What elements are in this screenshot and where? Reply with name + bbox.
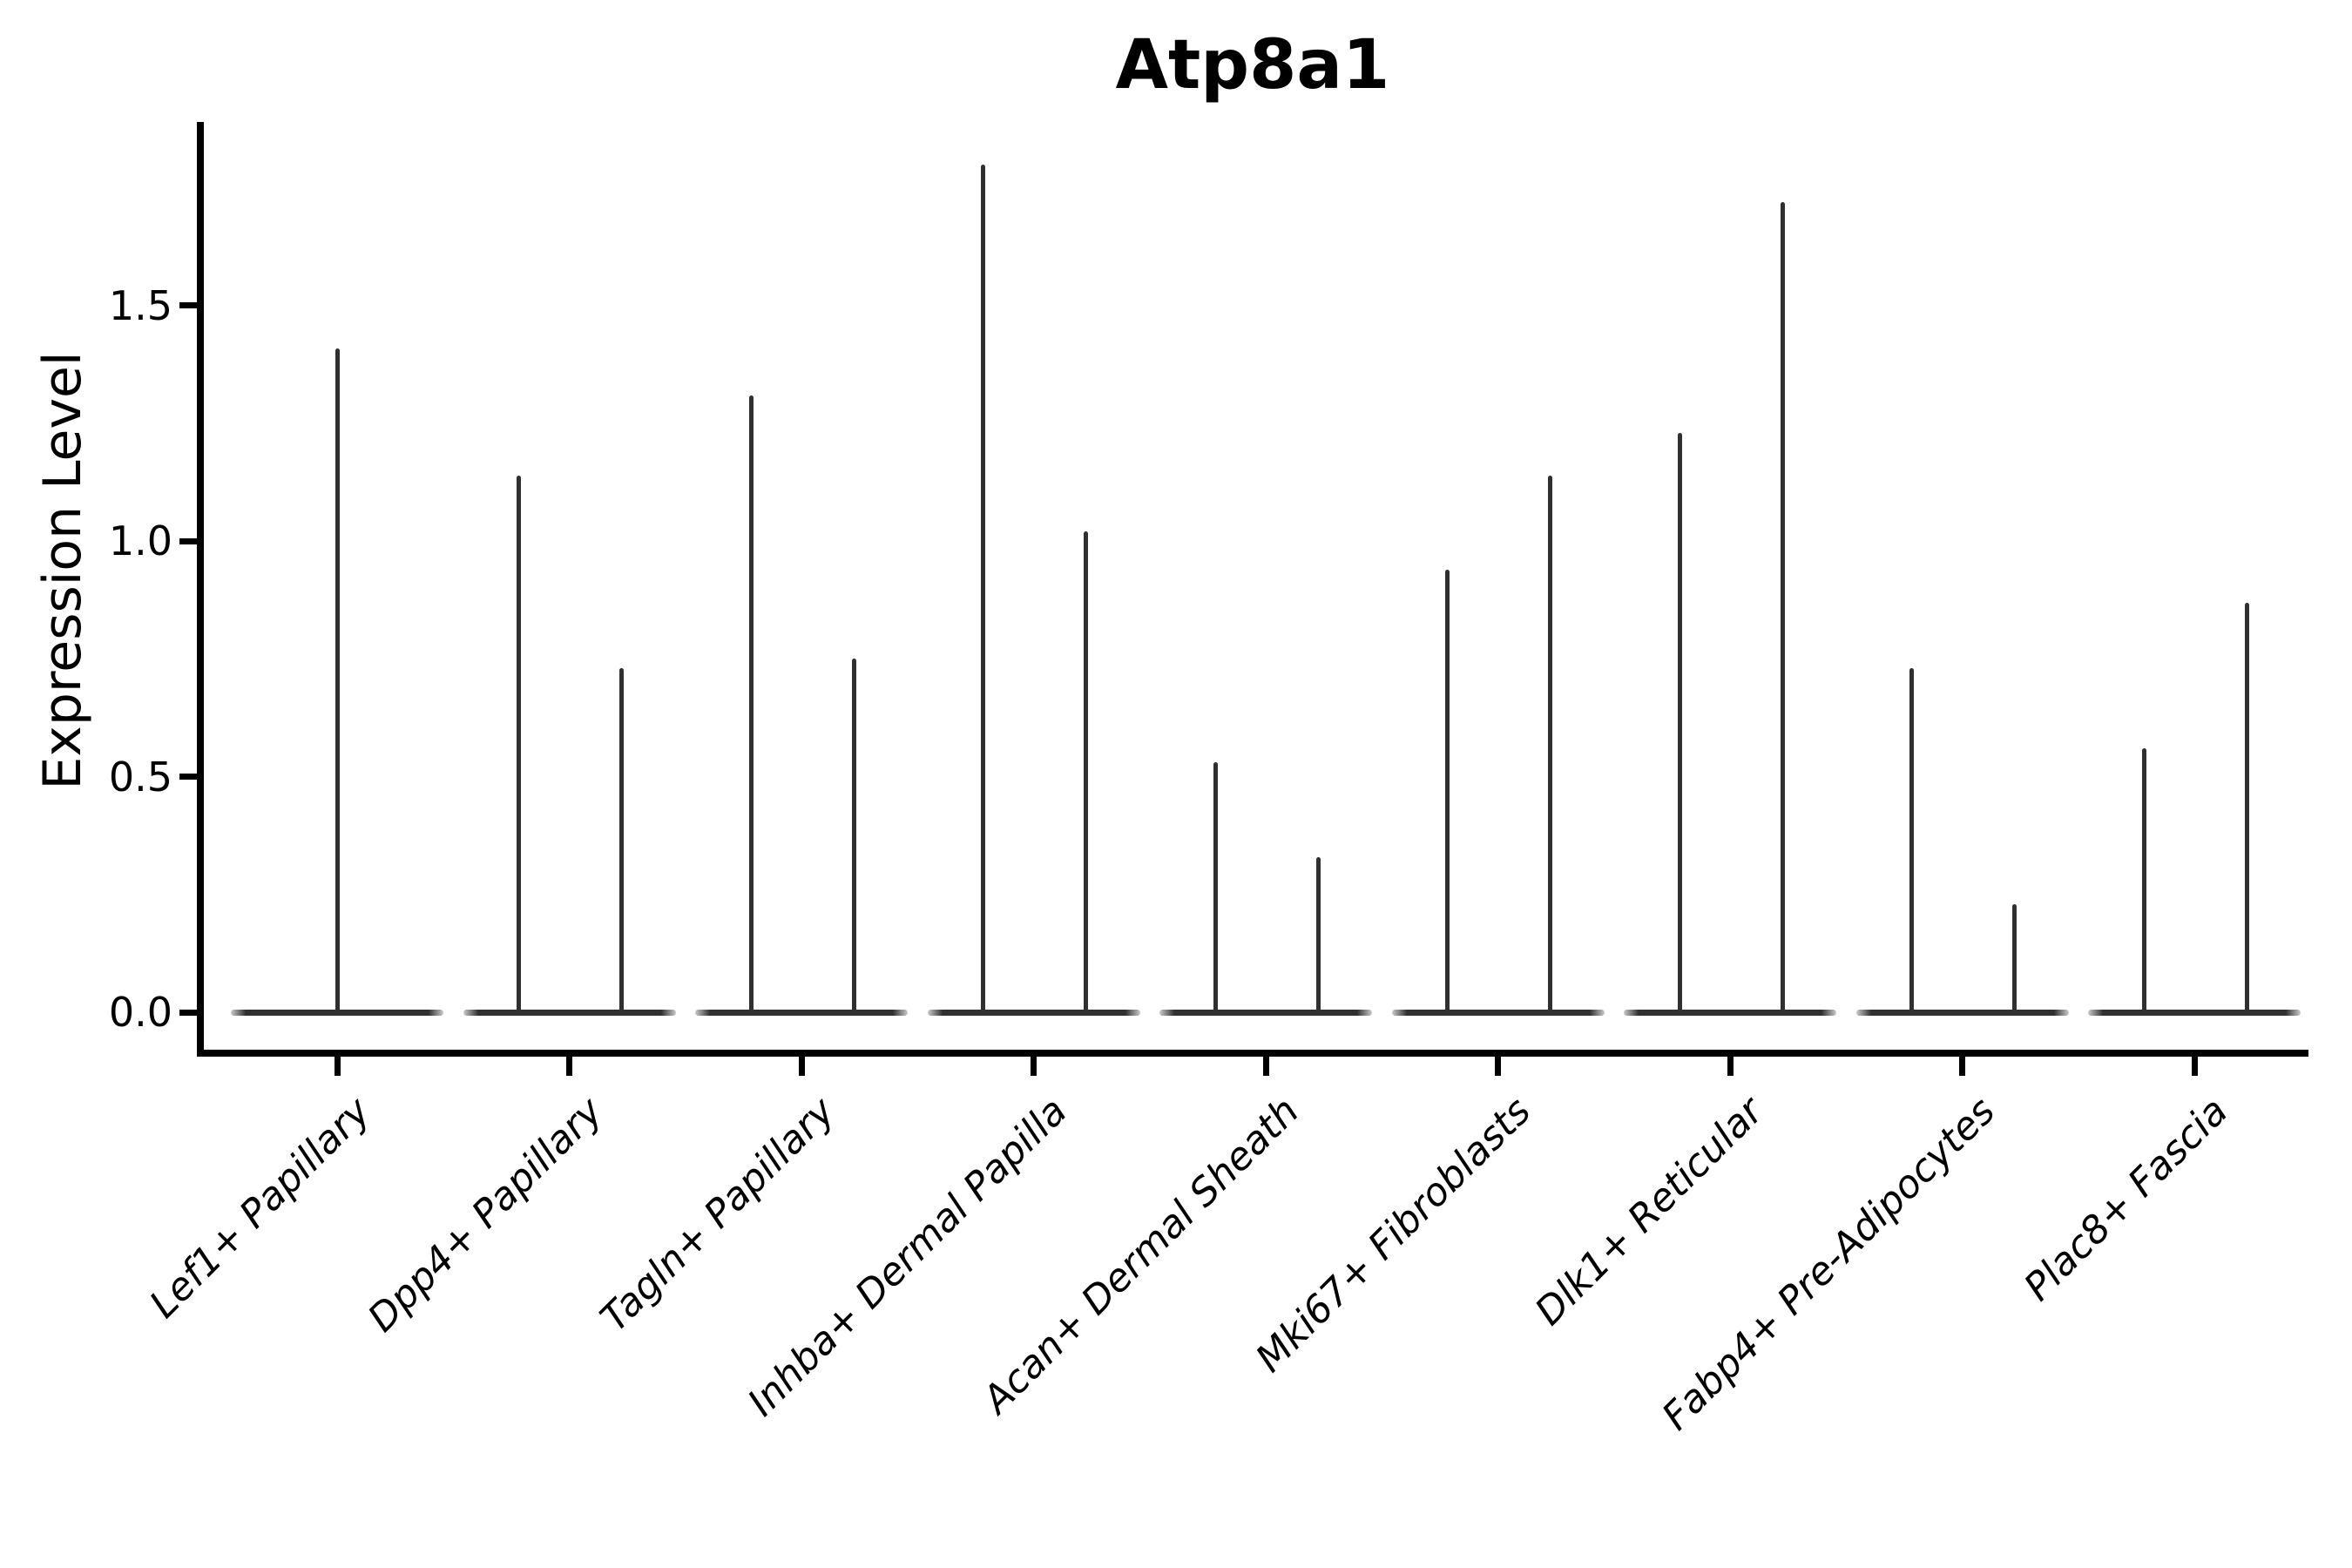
x-tick-mark [1031,1057,1037,1076]
violin-spike [1315,856,1321,1012]
violin-spike [1677,432,1682,1012]
x-tick-mark [1727,1057,1734,1076]
y-axis-spine [197,122,204,1057]
violin-spike [1909,668,1914,1012]
violin-spike [2141,748,2146,1012]
x-tick-mark [798,1057,805,1076]
violin-base [1159,1009,1372,1016]
violin-base [2088,1009,2301,1016]
plot-title: Atp8a1 [1115,26,1390,105]
y-tick-mark [179,302,200,309]
violin-base [1855,1009,2069,1016]
y-tick-label: 1.0 [108,517,172,565]
violin-spike [1548,475,1552,1012]
violin-spike [2244,602,2249,1012]
y-tick-label: 0.5 [108,753,172,801]
x-tick-label: Dpp4+ Papillary [359,1089,612,1342]
x-tick-label: Tagln+ Papillary [591,1089,844,1341]
violin-spike [335,348,340,1012]
y-tick-mark [179,774,200,781]
y-tick-label: 1.5 [108,281,172,329]
violin-spike [1084,531,1088,1012]
x-tick-label: Lef1+ Papillary [141,1089,380,1328]
violin-base [927,1009,1140,1016]
violin-base [463,1009,676,1016]
x-tick-mark [1959,1057,1965,1076]
violin-spike [1780,201,1785,1012]
y-tick-label: 0.0 [108,989,172,1036]
violin-base [1391,1009,1605,1016]
x-tick-mark [1495,1057,1501,1076]
violin-spike [1213,762,1218,1012]
violin-spike [517,475,521,1012]
x-tick-mark [1262,1057,1269,1076]
y-tick-mark [179,537,200,544]
y-tick-mark [179,1009,200,1016]
violin-spike [981,164,985,1012]
violin-spike [748,395,754,1012]
violin-spike [619,668,624,1012]
x-tick-mark [2191,1057,2198,1076]
violin-base [695,1009,908,1016]
violin-spike [851,659,856,1012]
violin-base [1624,1009,1836,1016]
x-tick-label: Dlk1+ Reticular [1526,1089,1773,1335]
x-tick-mark [334,1057,341,1076]
violin-spike [1445,569,1450,1012]
x-tick-mark [566,1057,572,1076]
violin-spike [2012,903,2017,1012]
y-axis-label: Expression Level [32,351,93,790]
violin-base [231,1009,443,1016]
x-axis-spine [197,1050,2308,1057]
x-tick-label: Plac8+ Fascia [2015,1089,2237,1310]
